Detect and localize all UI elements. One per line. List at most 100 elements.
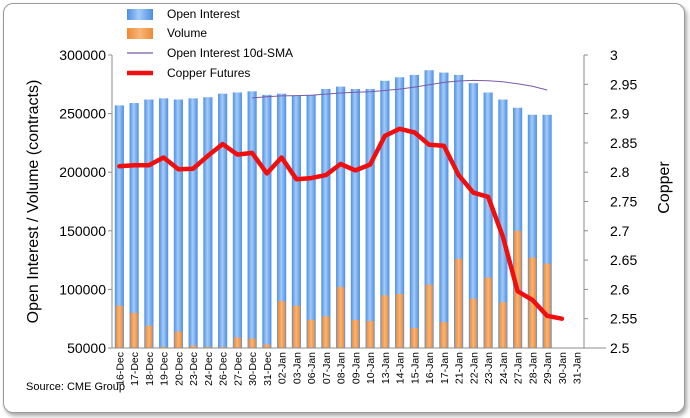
volume-bar (307, 319, 315, 348)
legend-label: Copper Futures (167, 66, 250, 80)
x-tick-label: 23-Jan (483, 352, 495, 384)
open-interest-bar (395, 77, 405, 348)
legend-swatch-volume (127, 28, 153, 39)
right-tick-label: 2.75 (610, 194, 637, 210)
x-tick-label: 16-Dec (114, 352, 126, 386)
left-tick-label: 300000 (59, 47, 106, 63)
x-tick-label: 28-Jan (527, 352, 539, 384)
left-tick-label: 250000 (59, 106, 106, 122)
open-interest-bar (159, 98, 169, 348)
volume-bar (484, 277, 492, 348)
x-tick-label: 27-Dec (232, 352, 244, 386)
open-interest-bar (306, 94, 316, 349)
open-interest-bar (336, 86, 346, 349)
open-interest-bar (513, 107, 523, 349)
open-interest-bar (247, 91, 257, 348)
x-tick-label: 16-Jan (424, 352, 436, 384)
volume-bar (248, 338, 256, 348)
volume-bar (410, 328, 419, 348)
x-tick-label: 20-Dec (173, 352, 185, 386)
x-tick-label: 15-Jan (409, 352, 421, 384)
source-note: Source: CME Group (26, 381, 125, 393)
x-tick-label: 09-Jan (350, 352, 362, 384)
left-axis-title: Open Interest / Volume (contracts) (25, 80, 42, 324)
right-tick-label: 2.85 (610, 135, 637, 151)
x-tick-label: 31-Dec (262, 352, 274, 386)
volume-bar (336, 287, 345, 348)
x-tick-label: 17-Dec (129, 352, 141, 386)
volume-bar (425, 284, 433, 348)
volume-bar (145, 325, 153, 348)
open-interest-bar (321, 88, 331, 348)
open-interest-bar (498, 99, 508, 348)
right-tick-label: 2.8 (610, 164, 630, 180)
open-interest-bar (424, 70, 434, 349)
left-tick-label: 100000 (59, 281, 106, 297)
volume-bar (499, 302, 507, 348)
open-interest-bar (365, 88, 375, 348)
open-interest-bar (114, 105, 124, 349)
volume-bar (189, 345, 197, 348)
right-tick-label: 2.65 (610, 252, 637, 268)
left-tick-label: 50000 (67, 340, 106, 356)
x-tick-label: 03-Jan (291, 352, 303, 384)
legend-swatch-open-interest (127, 9, 153, 20)
x-tick-label: 31-Jan (572, 352, 584, 384)
x-tick-label: 17-Jan (439, 352, 451, 384)
open-interest-sma-line (252, 79, 548, 99)
x-tick-label: 07-Jan (321, 352, 333, 384)
open-interest-bar (350, 88, 360, 348)
open-interest-bar (380, 80, 390, 348)
volume-bar (277, 301, 286, 348)
volume-bar (130, 312, 138, 348)
copper-futures-line (117, 126, 565, 321)
open-interest-bar (188, 98, 198, 348)
right-axis-title: Copper (656, 161, 673, 214)
open-interest-bar (409, 74, 419, 348)
x-tick-label: 13-Jan (380, 352, 392, 384)
right-tick-label: 2.5 (610, 340, 630, 356)
volume-bar (454, 258, 463, 348)
open-interest-bar (542, 114, 552, 348)
right-tick-label: 2.9 (610, 106, 630, 122)
right-tick-label: 2.95 (610, 76, 637, 92)
volume-bar (440, 322, 448, 348)
volume-bar (233, 337, 242, 348)
volume-bar (204, 346, 212, 348)
legend-label: Open Interest (167, 7, 240, 21)
legend-label: Volume (167, 26, 207, 40)
x-tick-label: 30-Jan (557, 352, 569, 384)
x-tick-label: 23-Dec (188, 352, 200, 386)
open-interest-bar (129, 103, 139, 348)
open-interest-bar (173, 99, 183, 348)
volume-bar (381, 295, 389, 348)
open-interest-bar (277, 93, 287, 349)
x-tick-label: 02-Jan (277, 352, 289, 384)
x-tick-label: 22-Jan (468, 352, 480, 384)
open-interest-bar (291, 96, 301, 349)
x-tick-label: 27-Jan (513, 352, 525, 384)
x-tick-label: 24-Dec (203, 352, 215, 386)
volume-bar (351, 319, 360, 348)
right-tick-label: 2.7 (610, 223, 630, 239)
left-tick-label: 200000 (59, 164, 106, 180)
open-interest-bar (468, 83, 478, 349)
x-tick-label: 10-Jan (365, 352, 377, 384)
x-tick-label: 26-Dec (218, 352, 230, 386)
volume-bar (322, 316, 330, 348)
volume-bar (218, 346, 227, 348)
x-tick-label: 29-Jan (542, 352, 554, 384)
right-tick-label: 3 (610, 47, 618, 63)
x-tick-label: 21-Jan (454, 352, 466, 384)
volume-bar (174, 331, 183, 348)
open-interest-bar (483, 92, 493, 348)
x-tick-label: 30-Dec (247, 352, 259, 386)
volume-bar (292, 305, 301, 348)
volume-bar (263, 344, 271, 348)
x-tick-label: 24-Jan (498, 352, 510, 384)
open-interest-bar (527, 114, 537, 348)
volume-bar (115, 305, 124, 348)
volume-bar (543, 263, 551, 348)
open-interest-bar (454, 74, 464, 348)
open-interest-bar (262, 94, 272, 349)
